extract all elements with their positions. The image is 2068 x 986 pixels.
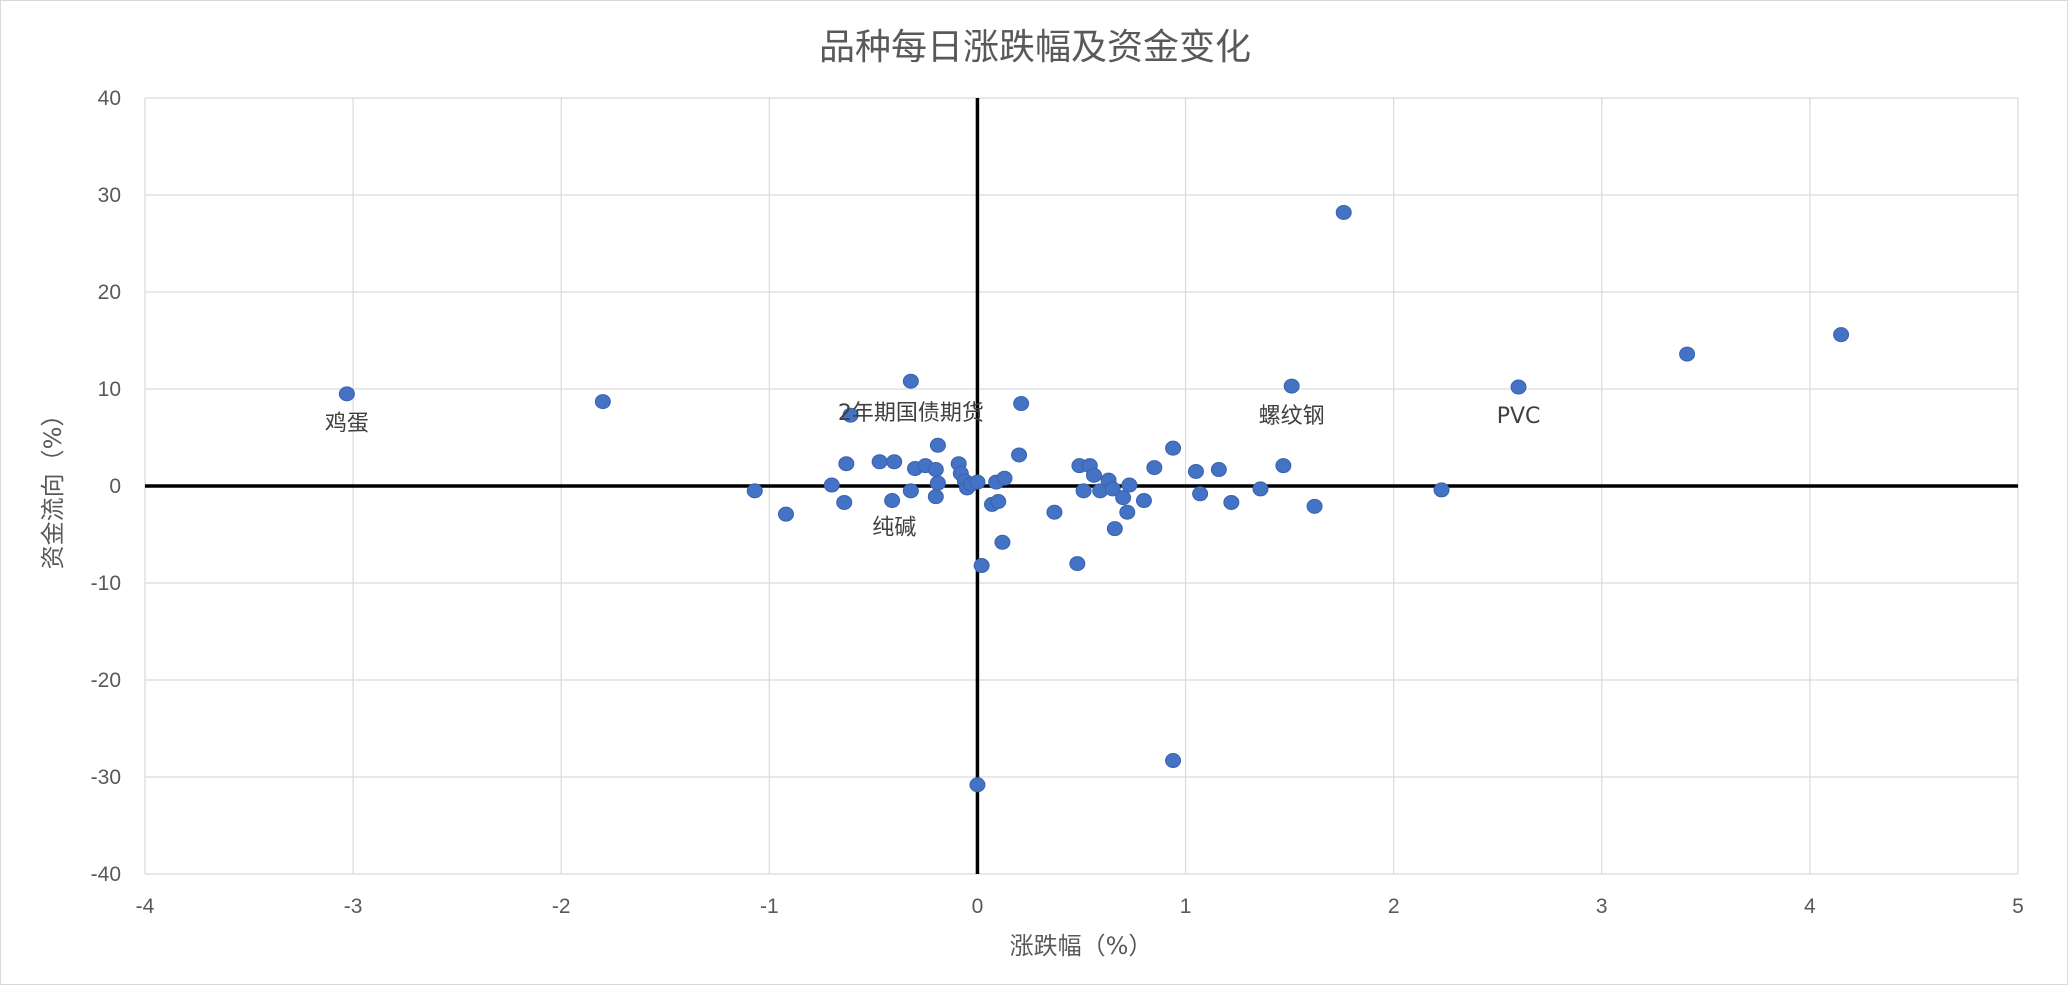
scatter-point [990,494,1007,510]
scatter-point [886,454,903,470]
scatter-point [594,394,611,410]
y-tick-label: 10 [98,378,121,401]
scatter-point [823,477,840,493]
scatter-point [1335,204,1352,220]
x-tick-label: 3 [1596,895,1608,918]
x-tick-label: 5 [2012,895,2024,918]
scatter-point [1165,753,1182,769]
scatter-point [1252,481,1269,497]
y-tick-label: -30 [91,766,121,789]
x-tick-label: 0 [972,895,984,918]
scatter-point [1510,379,1527,395]
scatter-point [1146,460,1163,476]
scatter-point [838,456,855,472]
data-points [338,204,1850,793]
scatter-point [777,506,794,522]
x-tick-label: 4 [1804,895,1816,918]
scatter-point [994,534,1011,550]
scatter-point [1106,521,1123,537]
scatter-point [1679,346,1696,362]
scatter-point [973,558,990,574]
scatter-point [929,437,946,453]
y-axis-title: 资金流向（%） [39,403,67,570]
scatter-point [338,386,355,402]
chart-title: 品种每日涨跌幅及资金变化 [819,27,1251,68]
scatter-point [1165,440,1182,456]
point-annotation: 鸡蛋 [325,412,369,437]
x-tick-label: 2 [1388,895,1400,918]
y-tick-label: -10 [91,572,121,595]
scatter-point [969,777,986,793]
x-tick-label: -1 [760,895,779,918]
scatter-point [746,483,763,499]
y-tick-label: -40 [91,863,121,886]
scatter-point [1121,477,1138,493]
scatter-point [1046,504,1063,520]
y-tick-label: 30 [98,184,121,207]
scatter-point [884,493,901,509]
x-tick-label: 1 [1180,895,1192,918]
scatter-point [1192,486,1209,502]
x-tick-label: -2 [552,895,571,918]
scatter-point [1115,490,1132,506]
scatter-point [927,489,944,505]
scatter-point [1306,498,1323,514]
scatter-point [929,475,946,491]
scatter-point [1013,396,1030,412]
scatter-point [842,407,859,423]
point-annotation: 纯碱 [872,516,916,541]
scatter-point [871,454,888,470]
scatter-point [1135,493,1152,509]
scatter-point [1283,378,1300,394]
y-tick-label: -20 [91,669,121,692]
scatter-point [969,474,986,490]
scatter-point [1433,482,1450,498]
scatter-point [1011,447,1028,463]
point-annotation: PVC [1497,404,1541,429]
scatter-point [1069,556,1086,572]
scatter-point [1275,458,1292,474]
scatter-point [1833,327,1850,343]
scatter-point [836,494,853,510]
x-tick-label: -3 [344,895,363,918]
scatter-point [1085,467,1102,483]
scatter-point [1187,463,1204,479]
scatter-point [902,483,919,499]
y-tick-label: 40 [98,87,121,110]
scatter-point [902,373,919,389]
scatter-point [1210,462,1227,478]
point-annotation: 2年期国债期货 [838,401,984,426]
x-axis-title: 涨跌幅（%） [1010,932,1153,960]
scatter-point [1119,504,1136,520]
scatter-point [1075,483,1092,499]
scatter-point [927,462,944,478]
scatter-point [1104,481,1121,497]
x-tick-label: -4 [136,895,155,918]
y-tick-label: 0 [109,475,121,498]
point-annotation: 螺纹钢 [1259,404,1325,429]
scatter-point [996,470,1013,486]
y-tick-label: 20 [98,281,121,304]
scatter-point [1223,494,1240,510]
